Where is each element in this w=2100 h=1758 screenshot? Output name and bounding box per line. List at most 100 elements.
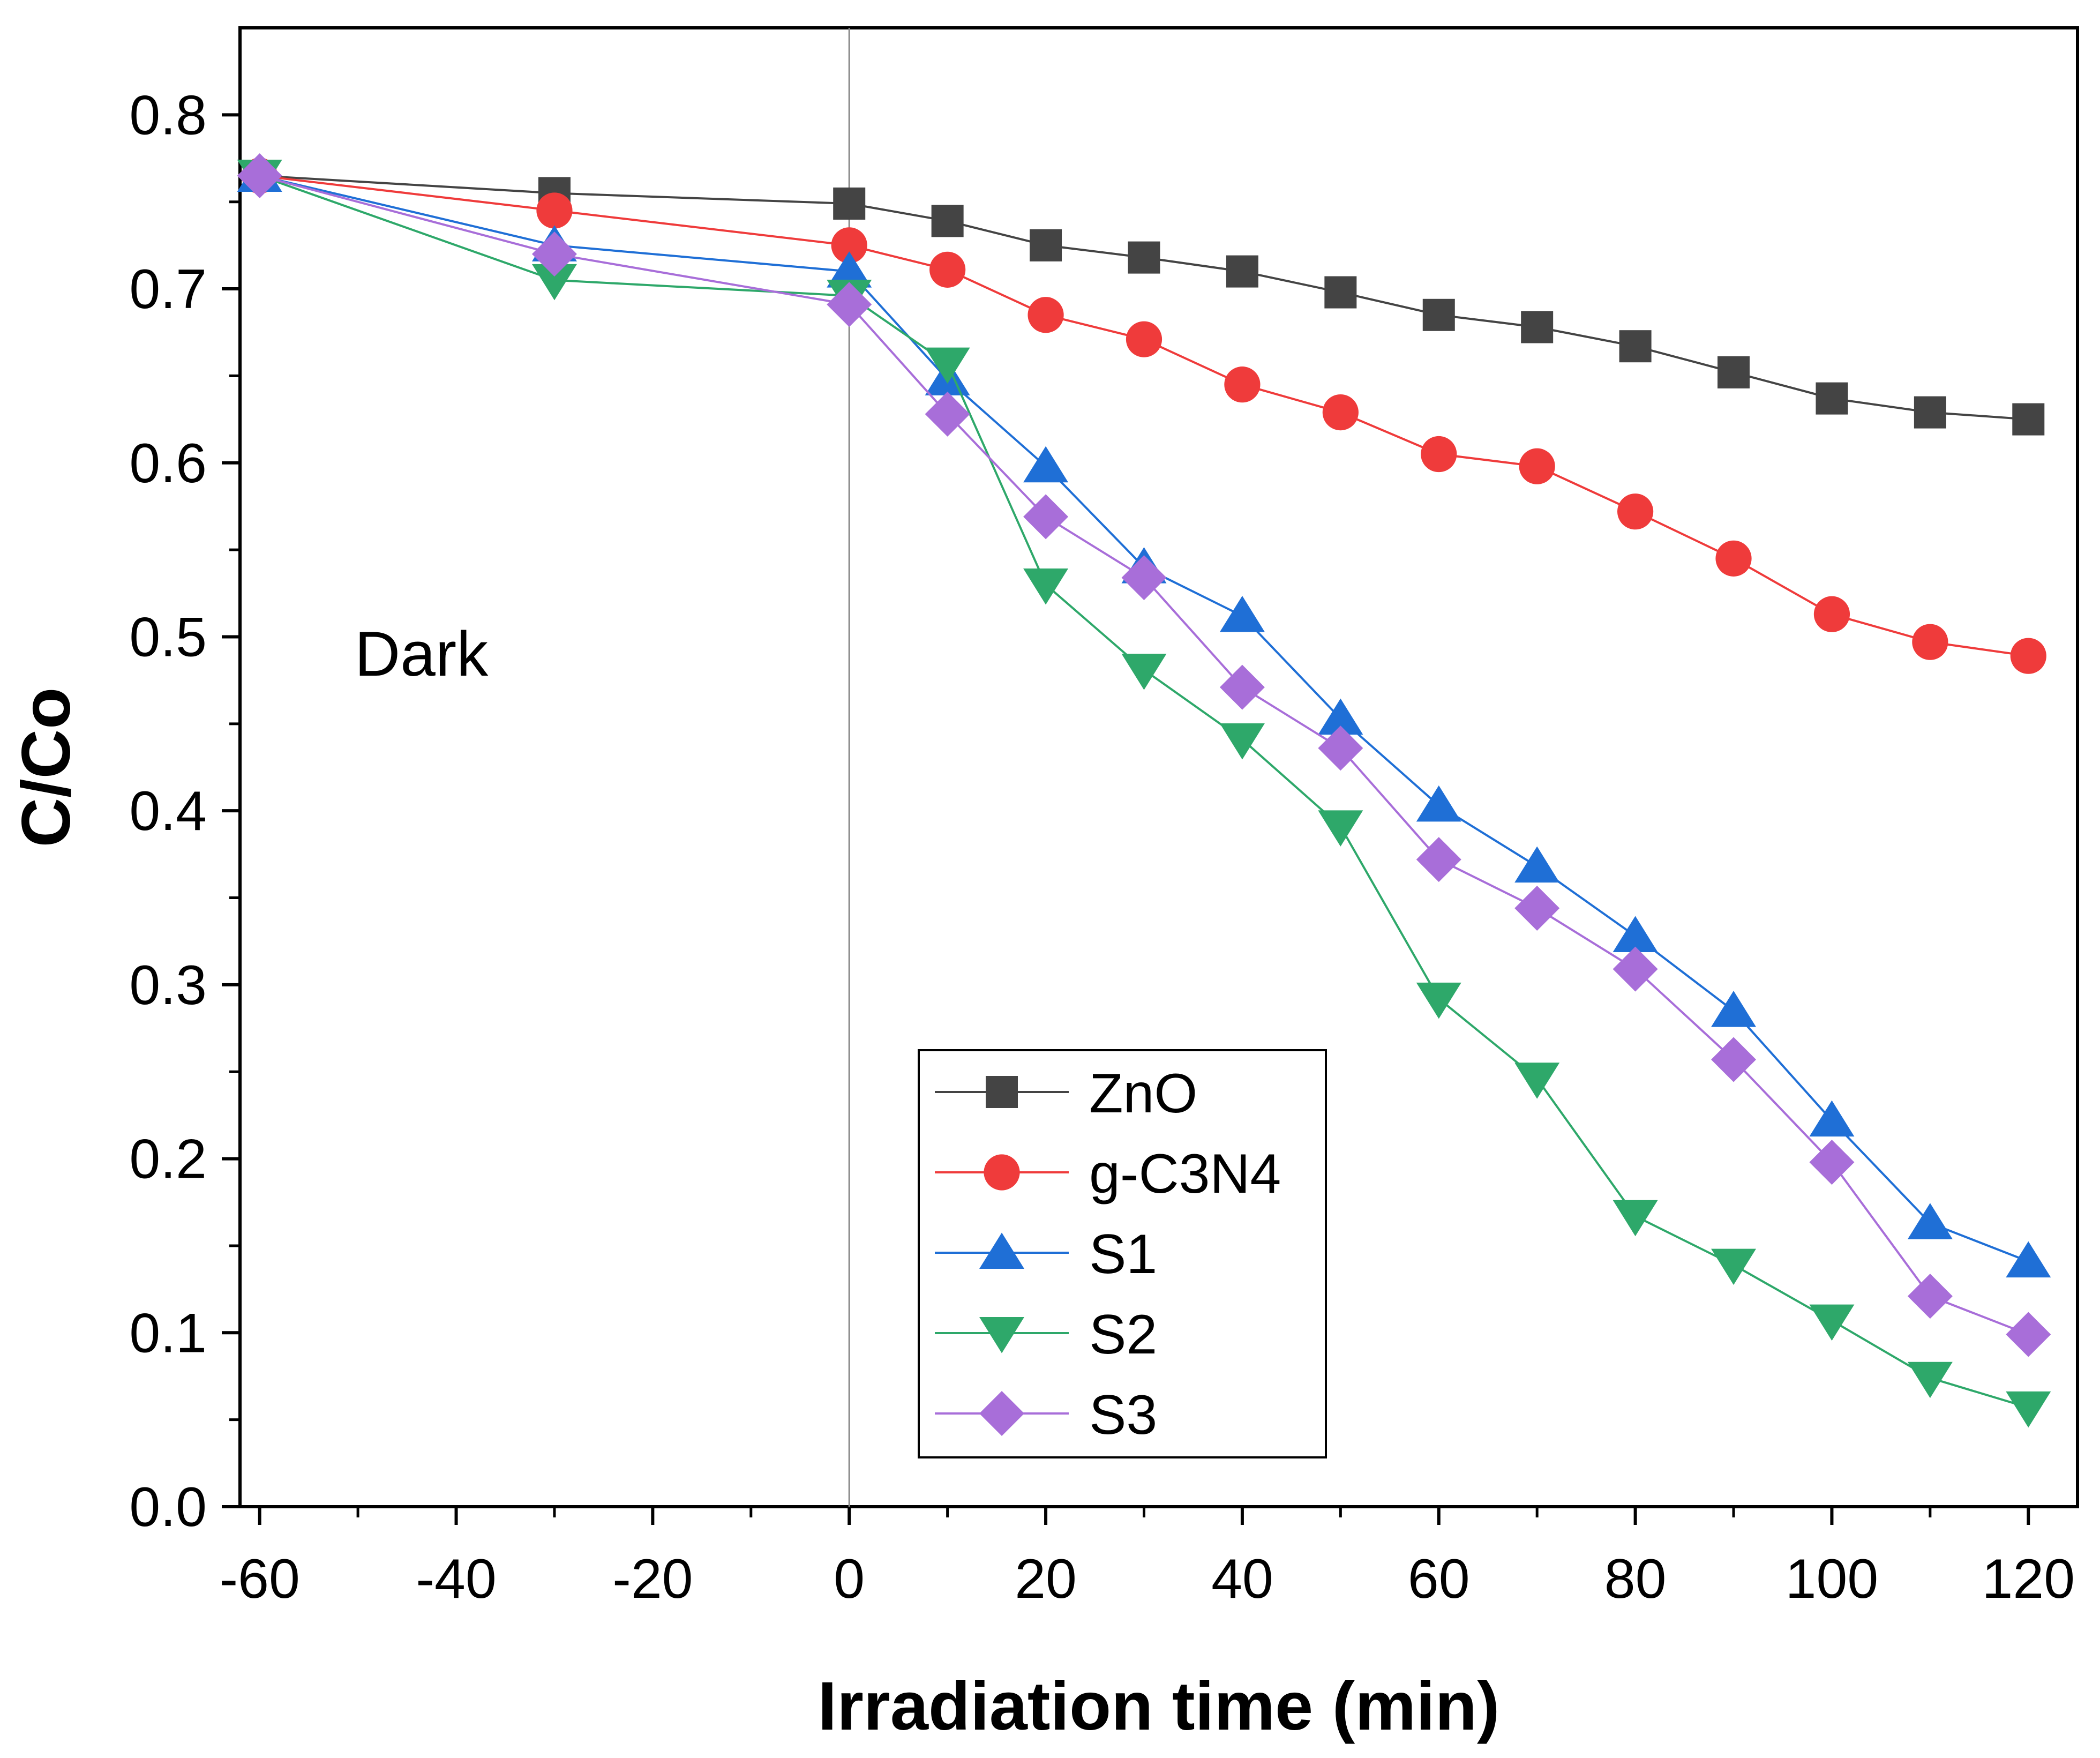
y-tick-label: 0.4 xyxy=(129,780,207,842)
data-point-s1 xyxy=(1907,1203,1953,1239)
data-point-g-c3n4 xyxy=(1028,297,1064,333)
x-tick-label: 60 xyxy=(1408,1548,1470,1610)
legend-entry-zno: ZnO xyxy=(935,1063,1197,1125)
x-tick-label: -40 xyxy=(416,1548,496,1610)
y-tick-label: 0.6 xyxy=(129,432,207,495)
data-point-s3 xyxy=(531,231,577,277)
y-tick-label: 0.0 xyxy=(129,1476,207,1538)
data-point-s3 xyxy=(1514,886,1560,931)
data-point-s2 xyxy=(1416,982,1461,1019)
legend-label-s2: S2 xyxy=(1089,1304,1157,1366)
data-point-s2 xyxy=(1318,810,1363,847)
data-point-g-c3n4 xyxy=(1126,321,1162,357)
data-point-zno xyxy=(833,187,866,220)
x-tick-label: 0 xyxy=(834,1548,865,1610)
data-point-s2 xyxy=(1612,1200,1658,1237)
y-tick-label: 0.7 xyxy=(129,258,207,320)
plot-frame xyxy=(238,26,2079,1508)
data-point-s3 xyxy=(2006,1312,2051,1357)
series-line-zno xyxy=(259,175,2029,421)
x-tick-label: 40 xyxy=(1211,1548,1273,1610)
data-point-s3 xyxy=(827,282,872,327)
legend-marker-s3 xyxy=(979,1391,1024,1436)
y-tick-label: 0.2 xyxy=(129,1128,207,1191)
legend-marker-s2 xyxy=(979,1317,1024,1353)
data-point-zno xyxy=(1030,229,1062,261)
x-tick-label: 80 xyxy=(1604,1548,1667,1610)
legend-entry-s2: S2 xyxy=(935,1304,1157,1366)
data-point-s1 xyxy=(1809,1100,1855,1137)
data-point-g-c3n4 xyxy=(1813,596,1850,632)
x-tick-label: -60 xyxy=(220,1548,300,1610)
data-point-g-c3n4 xyxy=(1224,366,1261,403)
data-point-g-c3n4 xyxy=(1322,394,1359,431)
data-point-g-c3n4 xyxy=(1421,436,1457,473)
data-point-s2 xyxy=(1809,1304,1855,1341)
x-tick-label: 100 xyxy=(1786,1548,1879,1610)
data-point-s3 xyxy=(1023,494,1069,540)
data-point-zno xyxy=(1914,396,1946,429)
data-point-g-c3n4 xyxy=(2010,638,2046,674)
data-point-s3 xyxy=(1318,725,1363,771)
x-tick-label: -20 xyxy=(612,1548,693,1610)
data-point-s3 xyxy=(1809,1140,1855,1185)
data-point-g-c3n4 xyxy=(536,192,573,229)
data-point-zno xyxy=(2012,403,2045,436)
data-point-s2 xyxy=(1121,654,1167,690)
legend-label-zno: ZnO xyxy=(1089,1063,1197,1125)
data-point-s3 xyxy=(1219,664,1265,710)
data-point-zno xyxy=(1521,311,1554,343)
data-point-s2 xyxy=(1907,1361,1953,1398)
legend-marker-zno xyxy=(986,1076,1018,1108)
data-point-s1 xyxy=(1711,991,1757,1027)
data-point-zno xyxy=(1619,330,1652,363)
data-point-zno xyxy=(1816,382,1848,415)
legend-entry-s3: S3 xyxy=(935,1384,1157,1446)
dark-annotation: Dark xyxy=(355,619,489,690)
data-point-g-c3n4 xyxy=(1715,540,1752,577)
data-point-g-c3n4 xyxy=(1617,493,1654,530)
legend-label-s1: S1 xyxy=(1089,1223,1157,1285)
data-point-zno xyxy=(1718,356,1750,388)
y-tick-label: 0.8 xyxy=(129,84,207,146)
data-point-zno xyxy=(1128,241,1160,274)
series-zno xyxy=(243,160,2045,436)
data-point-s3 xyxy=(1121,555,1167,601)
axis-ticks: -60 -40 -20 0 20 40 60 80 100 120 0.0 0.1 0.2 0.3 0.4 0… xyxy=(129,84,2075,1610)
legend: ZnO g-C3N4 S1 S2 S3 xyxy=(918,1049,1327,1458)
data-point-g-c3n4 xyxy=(1519,448,1555,484)
x-tick-label: 20 xyxy=(1015,1548,1077,1610)
data-point-s1 xyxy=(1318,698,1363,735)
legend-marker-g-c3n4 xyxy=(984,1154,1020,1191)
legend-marker-s1 xyxy=(979,1232,1024,1269)
series-layer xyxy=(237,153,2051,1428)
data-point-s2 xyxy=(1711,1248,1757,1285)
data-point-s1 xyxy=(1219,596,1265,632)
x-axis-title: Irradiation time (min) xyxy=(818,1668,1500,1745)
data-point-zno xyxy=(1324,276,1357,309)
data-point-s3 xyxy=(1711,1037,1757,1082)
data-point-zno xyxy=(1226,255,1258,288)
plot-border xyxy=(238,26,2079,1508)
data-point-s2 xyxy=(1023,568,1069,605)
data-point-g-c3n4 xyxy=(831,227,867,264)
y-tick-label: 0.1 xyxy=(129,1302,207,1364)
data-point-s2 xyxy=(1219,723,1265,760)
y-tick-label: 0.5 xyxy=(129,606,207,668)
data-point-s2 xyxy=(531,264,577,301)
legend-label-g-c3n4: g-C3N4 xyxy=(1089,1143,1281,1205)
data-point-s1 xyxy=(2006,1241,2051,1278)
data-point-s1 xyxy=(1612,916,1658,952)
legend-entry-g-c3n4: g-C3N4 xyxy=(935,1143,1281,1205)
data-point-s3 xyxy=(925,391,970,437)
data-point-s3 xyxy=(1907,1274,1953,1319)
data-point-s3 xyxy=(1612,946,1658,992)
data-point-s3 xyxy=(1416,837,1461,882)
legend-label-s3: S3 xyxy=(1089,1384,1157,1446)
data-point-s1 xyxy=(1416,785,1461,822)
data-point-zno xyxy=(931,205,964,237)
data-point-s1 xyxy=(1514,846,1560,883)
data-point-s3 xyxy=(237,153,282,198)
data-point-zno xyxy=(1422,298,1455,331)
